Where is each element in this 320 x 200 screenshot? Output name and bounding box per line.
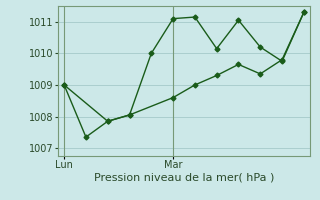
X-axis label: Pression niveau de la mer( hPa ): Pression niveau de la mer( hPa )	[94, 173, 274, 183]
